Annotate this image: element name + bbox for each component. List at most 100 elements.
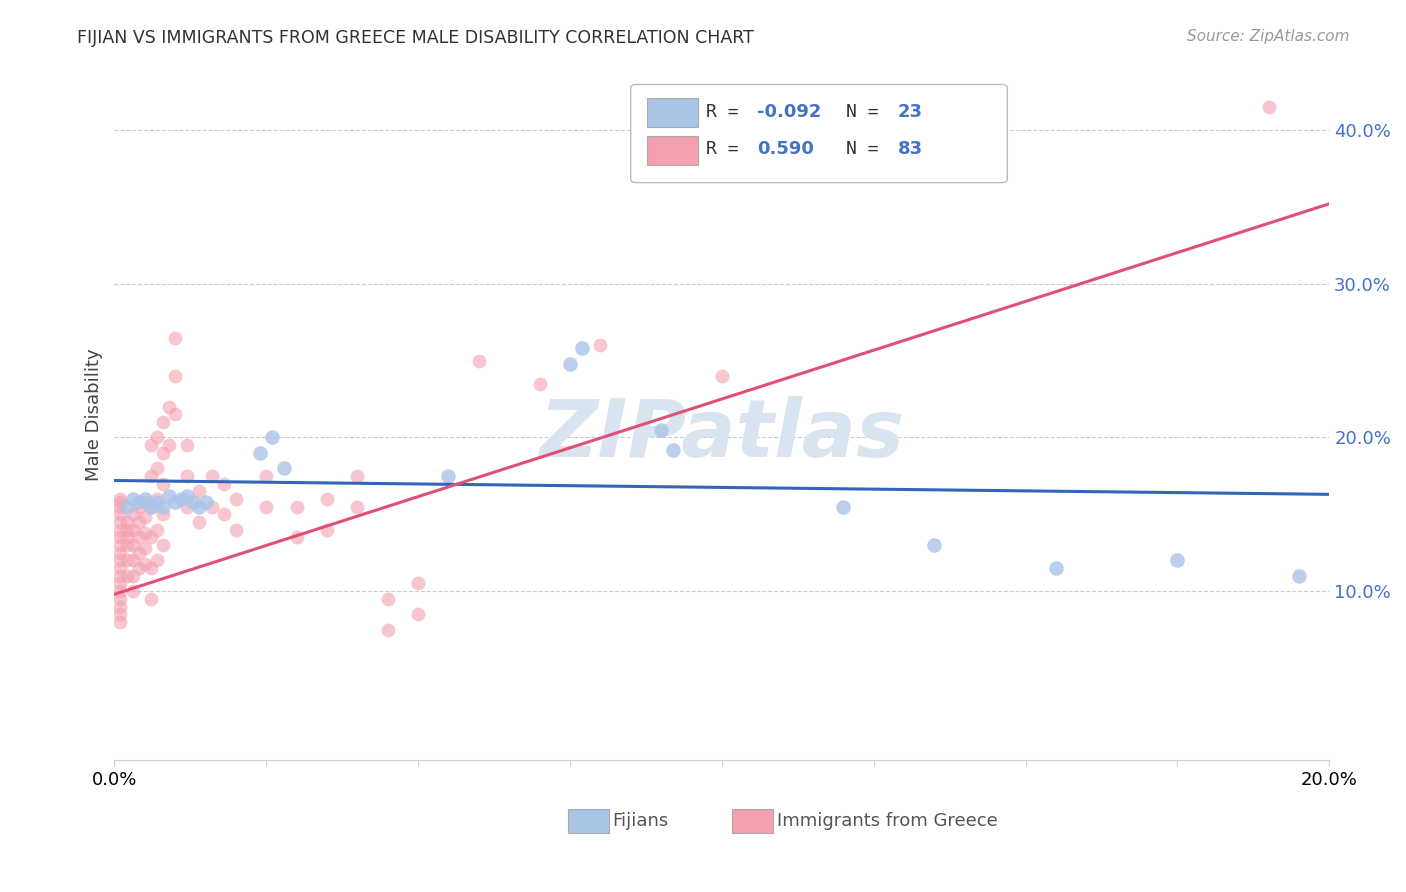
Point [183,495,205,509]
Point [115,523,138,537]
Text: -0.092: -0.092 [756,103,821,121]
Point [1288,569,1310,583]
FancyBboxPatch shape [731,809,773,833]
Point [176,469,198,483]
Point [406,607,429,622]
Point [1257,100,1279,114]
FancyBboxPatch shape [647,98,697,128]
Point [529,376,551,391]
Point [468,353,491,368]
Point [121,569,143,583]
Point [212,508,235,522]
Point [212,476,235,491]
FancyBboxPatch shape [647,136,697,165]
Point [152,500,174,514]
Point [200,500,222,514]
Point [121,538,143,552]
Point [176,438,198,452]
Text: 83: 83 [898,140,924,159]
Point [139,500,162,514]
Point [110,553,132,567]
Point [110,569,132,583]
Point [157,438,180,452]
Point [1045,561,1067,575]
Point [157,400,180,414]
Point [110,508,132,522]
Point [110,491,132,506]
Text: Fijians: Fijians [613,812,669,830]
Point [121,523,143,537]
Point [139,561,162,575]
Point [346,500,368,514]
Point [110,584,132,599]
Point [110,607,132,622]
Point [188,484,211,499]
Point [262,430,284,444]
Point [200,469,222,483]
Point [121,584,143,599]
Point [110,599,132,614]
Point [110,530,132,544]
Point [128,530,150,544]
Point [110,495,132,509]
Point [832,500,855,514]
Point [134,510,156,524]
Point [128,500,150,514]
Text: FIJIAN VS IMMIGRANTS FROM GREECE MALE DISABILITY CORRELATION CHART: FIJIAN VS IMMIGRANTS FROM GREECE MALE DI… [77,29,754,47]
Point [115,530,138,544]
Point [146,491,169,506]
Point [110,591,132,606]
Point [146,461,169,475]
Point [134,557,156,571]
Point [924,538,946,552]
Point [316,491,339,506]
Point [146,495,169,509]
Point [152,415,174,429]
Point [121,508,143,522]
Point [377,623,399,637]
Point [157,489,180,503]
Text: Immigrants from Greece: Immigrants from Greece [776,812,997,830]
Point [316,523,339,537]
Point [1166,553,1188,567]
Text: N =: N = [846,140,889,159]
Point [225,523,247,537]
Point [152,476,174,491]
Point [254,469,277,483]
Point [139,469,162,483]
Text: ZIPatlas: ZIPatlas [540,396,904,475]
Point [662,442,685,457]
Point [110,615,132,629]
Point [152,446,174,460]
Point [249,446,271,460]
Point [346,469,368,483]
Point [121,553,143,567]
Point [437,469,460,483]
Point [165,368,187,383]
Point [128,561,150,575]
Point [406,576,429,591]
FancyBboxPatch shape [631,85,1007,183]
Point [589,338,612,352]
Point [170,491,193,506]
Point [571,341,593,355]
Point [146,430,169,444]
Text: 0.590: 0.590 [756,140,814,159]
Point [377,591,399,606]
Point [110,561,132,575]
Text: Source: ZipAtlas.com: Source: ZipAtlas.com [1187,29,1350,45]
Point [134,541,156,556]
Text: R =: R = [706,140,761,159]
Point [176,489,198,503]
Text: 23: 23 [898,103,922,121]
Point [710,368,733,383]
Point [254,500,277,514]
Text: R =: R = [706,103,749,121]
Point [558,357,581,371]
Point [110,538,132,552]
Point [110,576,132,591]
Point [110,515,132,529]
Point [650,423,672,437]
Y-axis label: Male Disability: Male Disability [86,348,103,481]
Point [273,461,295,475]
